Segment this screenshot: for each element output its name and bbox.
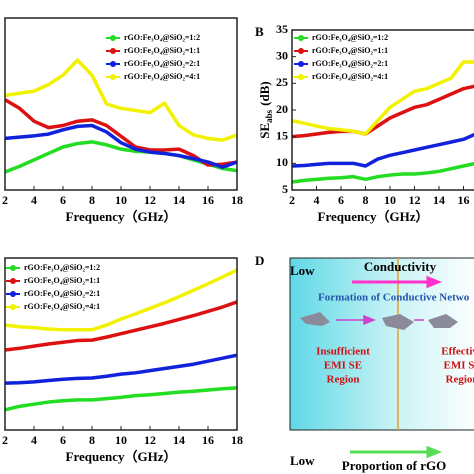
legend-label: rGO:Fe₃O₄@SiO₂=1:1 (312, 46, 388, 55)
legend-marker (110, 48, 116, 54)
x-tick-label: 14 (433, 193, 445, 207)
x-tick-label: 18 (231, 433, 243, 447)
x-tick-label: 12 (144, 193, 156, 207)
x-tick-label: 2 (289, 193, 295, 207)
x-tick-label: 16 (202, 193, 214, 207)
legend-label: rGO:Fe₃O₄@SiO₂=2:1 (124, 59, 200, 68)
heading: Formation of Conductive Netwo (318, 292, 470, 304)
series-line (292, 84, 474, 139)
legend-marker (110, 74, 116, 80)
x-tick-label: 6 (338, 193, 344, 207)
y-tick-label: 35 (276, 22, 288, 36)
series-line (292, 161, 474, 184)
x-tick-label: 6 (60, 193, 66, 207)
legend-marker (10, 291, 16, 297)
region-text: EMI SE (324, 360, 362, 372)
series-line (292, 60, 474, 136)
low-label: Low (290, 453, 315, 468)
series-line (5, 353, 237, 385)
x-tick-label: 6 (60, 433, 66, 447)
y-label-sub: abs (264, 109, 274, 123)
legend-label: rGO:Fe₃O₄@SiO₂=1:2 (24, 263, 100, 272)
y-label-unit: (dB) (257, 81, 272, 106)
panel-label: B (255, 24, 264, 39)
series-line (5, 386, 237, 412)
legend-marker (298, 35, 304, 41)
network-icons (300, 312, 458, 330)
small-arrows (336, 314, 424, 326)
y-tick-label: 5 (282, 182, 288, 196)
diagram-panel: D Low Conductivity Formation of Conducti… (255, 253, 474, 473)
arrow-label: Proportion of rGO (342, 458, 446, 473)
x-tick-label: 8 (89, 193, 95, 207)
legend-marker (298, 74, 304, 80)
legend-marker (298, 48, 304, 54)
legend-label: rGO:Fe₃O₄@SiO₂=4:1 (312, 72, 388, 81)
panel-label: D (255, 253, 264, 268)
legend-marker (298, 61, 304, 67)
x-tick-label: 8 (89, 433, 95, 447)
x-axis-label: Frequency（GHz） (66, 449, 177, 464)
plot (5, 58, 237, 174)
x-tick-label: 18 (231, 193, 243, 207)
region-text: Insufficient (316, 346, 370, 358)
y-label-main: SE (257, 123, 272, 139)
y-axis-label: SEabs (dB) (257, 81, 274, 138)
low-label: Low (290, 263, 315, 278)
legend-label: rGO:Fe₃O₄@SiO₂=1:1 (124, 46, 200, 55)
legend-label: rGO:Fe₃O₄@SiO₂=2:1 (312, 59, 388, 68)
legend-marker (10, 278, 16, 284)
series-line (292, 132, 474, 168)
plot (5, 268, 237, 412)
legend-label: rGO:Fe₃O₄@SiO₂=4:1 (124, 72, 200, 81)
x-tick-label: 2 (2, 433, 8, 447)
arrow-label: Conductivity (364, 259, 437, 274)
x-tick-label: 14 (173, 193, 185, 207)
region-text: Region (446, 374, 474, 386)
region-text: Effective (441, 346, 474, 358)
legend-marker (110, 61, 116, 67)
x-tick-label: 10 (115, 193, 127, 207)
series-line (5, 58, 237, 142)
x-tick-label: 14 (173, 433, 185, 447)
series-line (5, 123, 237, 169)
x-tick-label: 16 (458, 193, 470, 207)
legend-marker (10, 265, 16, 271)
x-tick-label: 2 (2, 193, 8, 207)
series-line (5, 300, 237, 352)
x-axis-label: Frequency（GHz） (318, 209, 429, 224)
y-tick-label: 20 (276, 102, 288, 116)
region-text: EMI Sh (444, 360, 474, 372)
x-axis-label: Frequency（GHz） (66, 209, 177, 224)
plot (292, 60, 474, 184)
y-tick-label: 25 (276, 75, 288, 89)
x-tick-label: 10 (115, 433, 127, 447)
x-tick-label: 10 (384, 193, 396, 207)
x-tick-label: 4 (314, 193, 320, 207)
legend-marker (10, 304, 16, 310)
legend-label: rGO:Fe₃O₄@SiO₂=1:1 (24, 276, 100, 285)
y-tick-label: 15 (276, 128, 288, 142)
legend-label: rGO:Fe₃O₄@SiO₂=1:2 (124, 33, 200, 42)
x-tick-label: 4 (31, 193, 37, 207)
x-tick-label: 16 (202, 433, 214, 447)
diagram-box (289, 257, 474, 431)
x-tick-label: 4 (31, 433, 37, 447)
legend-label: rGO:Fe₃O₄@SiO₂=1:2 (312, 33, 388, 42)
legend-marker (110, 35, 116, 41)
legend-label: rGO:Fe₃O₄@SiO₂=2:1 (24, 289, 100, 298)
x-tick-label: 12 (144, 433, 156, 447)
y-tick-label: 30 (276, 48, 288, 62)
y-tick-label: 10 (276, 155, 288, 169)
x-tick-label: 12 (409, 193, 421, 207)
x-tick-label: 8 (363, 193, 369, 207)
legend-label: rGO:Fe₃O₄@SiO₂=4:1 (24, 302, 100, 311)
series-line (5, 268, 237, 332)
arrow (350, 445, 443, 459)
series-line (5, 140, 237, 174)
arrow (352, 275, 443, 289)
region-text: Region (327, 374, 360, 386)
